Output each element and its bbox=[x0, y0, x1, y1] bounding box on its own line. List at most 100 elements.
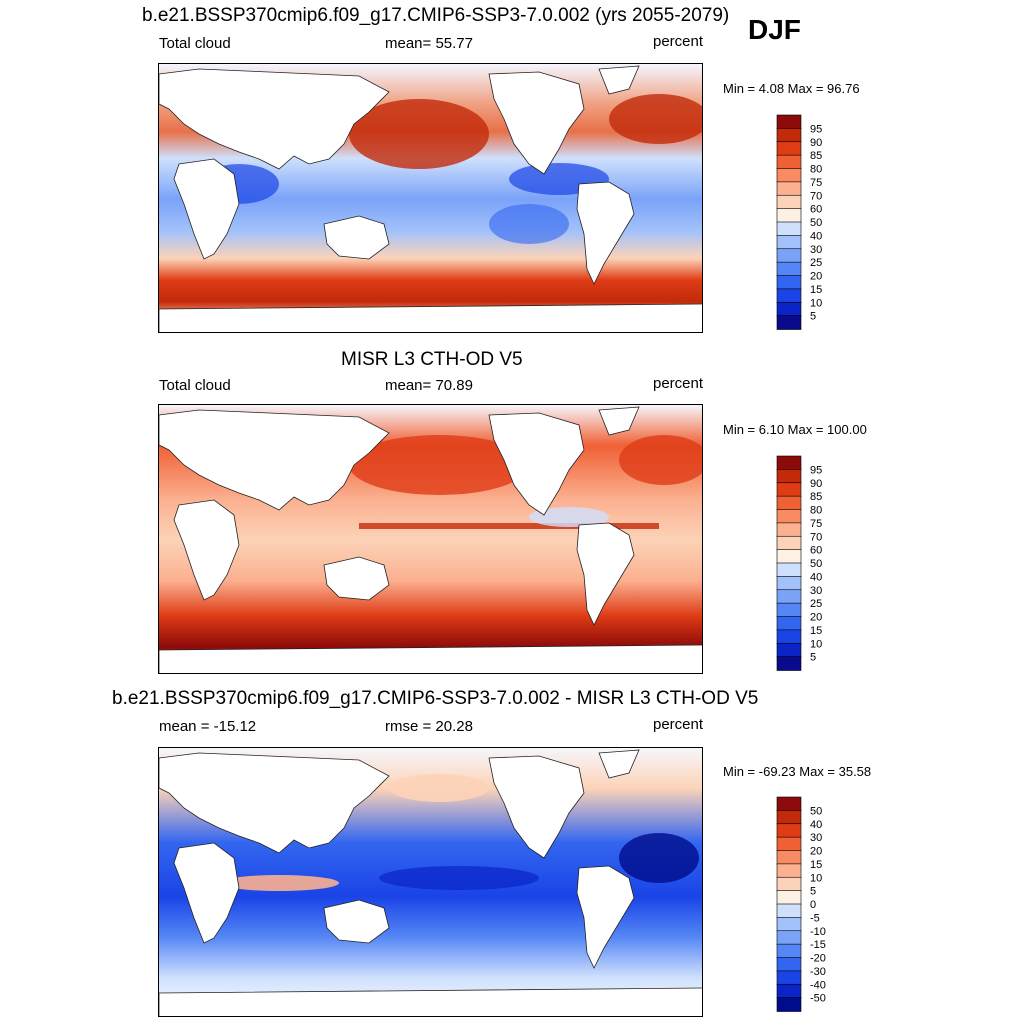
colorbar-tick-label: 85 bbox=[810, 150, 822, 162]
colorbar-tick-label: 25 bbox=[810, 598, 822, 610]
colorbar-swatch bbox=[776, 656, 802, 671]
colorbar-swatch bbox=[776, 589, 802, 604]
panel3-title: b.e21.BSSP370cmip6.f09_g17.CMIP6-SSP3-7.… bbox=[112, 688, 759, 709]
colorbar-swatch bbox=[776, 629, 802, 645]
colorbar-swatch bbox=[776, 616, 802, 631]
colorbar-swatch bbox=[776, 181, 802, 197]
colorbar-swatch bbox=[776, 315, 802, 330]
colorbar-swatch bbox=[776, 301, 802, 317]
colorbar-swatch bbox=[776, 823, 802, 838]
colorbar-tick-label: -50 bbox=[810, 993, 826, 1005]
colorbar-tick-label: -20 bbox=[810, 953, 826, 965]
colorbar-tick-label: 10 bbox=[810, 872, 822, 884]
colorbar-tick-label: 60 bbox=[810, 545, 822, 557]
colorbar-swatch bbox=[776, 876, 802, 892]
colorbar-tick-label: 90 bbox=[810, 137, 822, 149]
colorbar-swatch bbox=[776, 850, 802, 865]
colorbar-swatch bbox=[776, 288, 802, 304]
panel2-units-label: percent bbox=[653, 375, 704, 392]
colorbar-tick-label: 75 bbox=[810, 518, 822, 530]
season-label: DJF bbox=[748, 14, 801, 45]
colorbar-tick-label: 25 bbox=[810, 257, 822, 269]
panel2-map-svg bbox=[159, 405, 702, 673]
panel3-colorbar: 50 40 30 20 15 10 5 0 -5 -10 -15 -20 -30 -40 -50 bbox=[776, 796, 826, 1012]
colorbar-tick-label: 40 bbox=[810, 230, 822, 242]
colorbar-swatch bbox=[776, 495, 802, 511]
colorbar-tick-label: 30 bbox=[810, 832, 822, 844]
panel1-colorbar: 95 90 85 80 75 70 60 50 40 30 25 20 15 10 5 bbox=[776, 114, 822, 330]
panel3-map bbox=[158, 747, 703, 1017]
panel1-mean-label: mean= 55.77 bbox=[385, 35, 473, 52]
colorbar-tick-label: 10 bbox=[810, 638, 822, 650]
colorbar-swatch bbox=[776, 983, 802, 999]
colorbar-tick-label: 60 bbox=[810, 204, 822, 216]
colorbar-swatch bbox=[776, 261, 802, 277]
colorbar-tick-label: -5 bbox=[810, 912, 820, 924]
colorbar-tick-label: 0 bbox=[810, 899, 816, 911]
colorbar-tick-label: 30 bbox=[810, 585, 822, 597]
colorbar-swatch bbox=[776, 903, 802, 919]
colorbar-swatch bbox=[776, 455, 802, 471]
colorbar-swatch bbox=[776, 482, 802, 497]
panel3-minmax: Min = -69.23 Max = 35.58 bbox=[723, 764, 872, 779]
panel3-rmse-label: rmse = 20.28 bbox=[385, 718, 473, 735]
colorbar-tick-label: 15 bbox=[810, 859, 822, 871]
colorbar-tick-label: 5 bbox=[810, 311, 816, 323]
colorbar-tick-label: 5 bbox=[810, 652, 816, 664]
colorbar-tick-label: 70 bbox=[810, 190, 822, 202]
colorbar-tick-label: 10 bbox=[810, 297, 822, 309]
colorbar-swatch bbox=[776, 810, 802, 825]
panel1-map-svg bbox=[159, 64, 702, 332]
colorbar-swatch bbox=[776, 549, 802, 564]
panel2-colorbar: 95 90 85 80 75 70 60 50 40 30 25 20 15 10 5 bbox=[776, 455, 822, 671]
colorbar-swatch bbox=[776, 917, 802, 932]
colorbar-tick-label: 20 bbox=[810, 612, 822, 624]
panel3-units-label: percent bbox=[653, 716, 704, 733]
colorbar-tick-label: 95 bbox=[810, 464, 822, 476]
colorbar-tick-label: 90 bbox=[810, 478, 822, 490]
panel1-variable-label: Total cloud bbox=[159, 35, 231, 52]
colorbar-swatch bbox=[776, 469, 802, 484]
colorbar-swatch bbox=[776, 128, 802, 143]
colorbar-swatch bbox=[776, 997, 802, 1012]
colorbar-swatch bbox=[776, 208, 802, 223]
colorbar-swatch bbox=[776, 248, 802, 263]
colorbar-tick-label: 5 bbox=[810, 886, 816, 898]
colorbar-swatch bbox=[776, 890, 802, 905]
colorbar-tick-label: -40 bbox=[810, 979, 826, 991]
colorbar-swatch bbox=[776, 796, 802, 812]
colorbar-tick-label: -15 bbox=[810, 939, 826, 951]
colorbar-swatch bbox=[776, 970, 802, 986]
colorbar-swatch bbox=[776, 509, 802, 524]
panel2-variable-label: Total cloud bbox=[159, 377, 231, 394]
colorbar-tick-label: 75 bbox=[810, 177, 822, 189]
colorbar-tick-label: 15 bbox=[810, 625, 822, 637]
panel1-units-label: percent bbox=[653, 33, 704, 50]
panel1-map bbox=[158, 63, 703, 333]
panel3-mean-label: mean = -15.12 bbox=[159, 718, 257, 735]
colorbar-swatch bbox=[776, 522, 802, 538]
colorbar-tick-label: 30 bbox=[810, 244, 822, 256]
panel2-minmax: Min = 6.10 Max = 100.00 bbox=[723, 422, 867, 437]
panel3-map-svg bbox=[159, 748, 702, 1016]
colorbar-swatch bbox=[776, 221, 802, 237]
colorbar-tick-label: 80 bbox=[810, 164, 822, 176]
colorbar-swatch bbox=[776, 535, 802, 551]
colorbar-swatch bbox=[776, 141, 802, 156]
colorbar-tick-label: -10 bbox=[810, 926, 826, 938]
colorbar-tick-label: 50 bbox=[810, 217, 822, 229]
colorbar-swatch bbox=[776, 235, 802, 250]
colorbar-tick-label: 50 bbox=[810, 558, 822, 570]
colorbar-tick-label: 15 bbox=[810, 284, 822, 296]
colorbar-swatch bbox=[776, 836, 802, 852]
colorbar-swatch bbox=[776, 114, 802, 130]
colorbar-tick-label: -30 bbox=[810, 966, 826, 978]
colorbar-swatch bbox=[776, 562, 802, 578]
colorbar-swatch bbox=[776, 930, 802, 945]
colorbar-swatch bbox=[776, 168, 802, 183]
colorbar-swatch bbox=[776, 154, 802, 170]
colorbar-swatch bbox=[776, 602, 802, 618]
